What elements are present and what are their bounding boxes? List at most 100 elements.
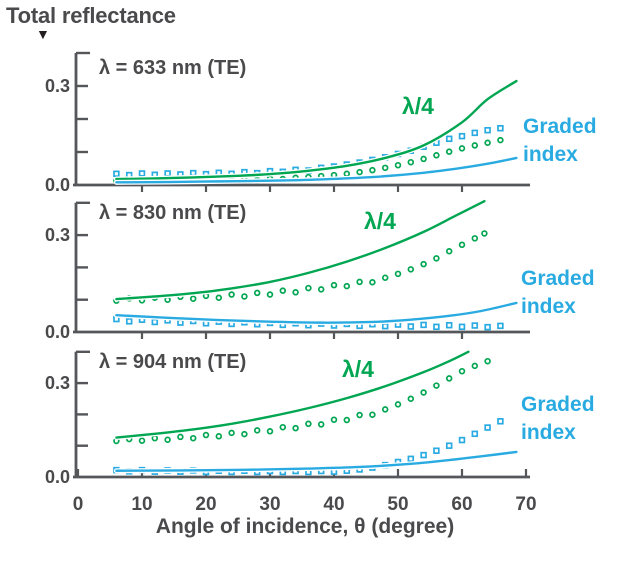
panel3-lambda4-measured-marker bbox=[305, 420, 312, 428]
panel2-lambda4-measured-marker bbox=[253, 289, 261, 297]
panel2-graded-measured-marker bbox=[177, 319, 184, 326]
panel2-wavelength-label: λ = 830 nm (TE) bbox=[99, 202, 247, 224]
panel2-lambda4-measured-marker bbox=[420, 260, 427, 268]
panel1-graded-measured-marker bbox=[484, 126, 491, 134]
panel2-lambda4-measured-marker bbox=[433, 255, 440, 262]
panel1-lambda4-measured-marker bbox=[433, 152, 440, 159]
panel3-ytick-label-bottom: 0.0 bbox=[45, 467, 70, 487]
panel2-lambda4-measured-marker bbox=[266, 291, 274, 298]
panel1-ytick-label-top: 0.3 bbox=[45, 76, 70, 96]
panel2-ytick-label-bottom: 0.0 bbox=[45, 322, 70, 342]
panel1-lambda4-measured-marker bbox=[471, 142, 479, 149]
panel3-graded-measured-marker bbox=[433, 447, 440, 454]
panel3-lambda4-measured-marker bbox=[138, 437, 146, 444]
panel1-lambda4-measured-marker bbox=[458, 145, 466, 152]
panel1-wavelength-label: λ = 633 nm (TE) bbox=[99, 57, 247, 79]
panel3-graded-measured-marker bbox=[445, 442, 453, 449]
panel3-lambda4-measured-marker bbox=[202, 431, 210, 439]
panel2-lambda4-measured-marker bbox=[381, 274, 389, 281]
panel2-graded-measured-marker bbox=[125, 318, 133, 325]
panel2-graded-measured-marker bbox=[445, 321, 453, 329]
panel2-lambda4-measured-marker bbox=[330, 281, 338, 289]
panel2-graded-measured-marker bbox=[458, 323, 466, 331]
x-tick-label-70: 70 bbox=[515, 494, 536, 515]
panel3-lambda4-measured-marker bbox=[420, 389, 427, 396]
panel1-graded-measured-marker bbox=[497, 124, 504, 132]
panel1-lambda4-measured-marker bbox=[497, 136, 504, 144]
panel3-lambda4-measured-marker bbox=[215, 433, 223, 440]
panel3-ytick-label-top: 0.3 bbox=[45, 373, 70, 393]
panel1-graded-index-annotation: Graded index bbox=[523, 115, 597, 166]
x-tick-label-30: 30 bbox=[259, 494, 280, 515]
panel2-graded-measured-marker bbox=[433, 323, 440, 331]
panel1-lambda4-measured-marker bbox=[484, 139, 491, 147]
panel3-lambda4-measured-marker bbox=[228, 429, 235, 437]
panel3-graded-measured-marker bbox=[497, 418, 504, 425]
x-tick-label-20: 20 bbox=[195, 494, 216, 515]
panel3-lambda4-measured-marker bbox=[369, 411, 376, 418]
x-tick-label-40: 40 bbox=[323, 494, 344, 515]
panel1-graded-measured-marker bbox=[164, 170, 171, 177]
panel3-lambda4-measured-marker bbox=[151, 434, 159, 442]
panel1-lambda4-measured-marker bbox=[356, 168, 363, 176]
panel2-graded-model-casing bbox=[113, 300, 519, 326]
panel3-graded-model-line bbox=[115, 450, 518, 472]
panel1-graded-measured-marker bbox=[138, 170, 146, 177]
panel2-lambda4-measured-marker bbox=[481, 230, 488, 237]
panel3-lambda4-model-line bbox=[115, 350, 470, 439]
panel3-lambda4-measured-marker bbox=[343, 416, 351, 424]
panel2-lambda4-model-line bbox=[115, 199, 486, 301]
panel1-lambda4-measured-marker bbox=[445, 148, 453, 155]
panel3-lambda4-measured-marker bbox=[164, 436, 171, 444]
panel2-lambda4-measured-marker bbox=[189, 295, 197, 302]
panel1-lambda4-measured-marker bbox=[394, 161, 402, 169]
panel1-graded-measured-marker bbox=[458, 132, 466, 140]
panel1-lambda4-measured-marker bbox=[407, 158, 415, 166]
panel3-graded-measured-marker bbox=[484, 424, 491, 431]
panel2-lambda4-measured-marker bbox=[471, 235, 479, 242]
panel2-graded-measured-marker bbox=[420, 321, 427, 329]
panel3-graded-index-annotation: Graded index bbox=[521, 393, 595, 444]
panel2-lambda4-measured-marker bbox=[317, 286, 325, 293]
panel2-graded-measured-marker bbox=[484, 323, 491, 331]
panel3-graded-measured-marker bbox=[407, 455, 415, 463]
panel3-lambda4-measured-marker bbox=[458, 367, 466, 375]
panel2-lambda4-measured-marker bbox=[292, 289, 299, 296]
panel2-lambda4-annotation: λ/4 bbox=[364, 208, 396, 234]
panel2-graded-index-annotation: Graded index bbox=[521, 267, 595, 318]
x-tick-label-50: 50 bbox=[387, 494, 408, 515]
panel2-graded-measured-marker bbox=[151, 318, 159, 326]
panel2-lambda4-measured-marker bbox=[343, 282, 351, 290]
panel2-lambda4-measured-marker bbox=[279, 287, 287, 294]
panel3-lambda4-measured-marker bbox=[407, 395, 415, 403]
panel3-lambda4-measured-marker bbox=[445, 375, 453, 382]
panel3-lambda4-annotation: λ/4 bbox=[342, 356, 374, 382]
panel2-lambda4-measured-marker bbox=[394, 270, 402, 278]
panel3-graded-measured-marker bbox=[420, 451, 427, 459]
panel1-graded-model-line bbox=[115, 156, 518, 184]
panel1-graded-measured-marker bbox=[113, 170, 120, 178]
x-tick-label-60: 60 bbox=[451, 494, 472, 515]
panel1-lambda4-annotation: λ/4 bbox=[402, 93, 434, 119]
panel1-lambda4-model-casing bbox=[113, 78, 519, 182]
panel3-lambda4-measured-marker bbox=[279, 423, 287, 431]
panel2-lambda4-measured-marker bbox=[369, 279, 376, 286]
panel2-graded-measured-marker bbox=[471, 322, 479, 329]
panel1-lambda4-model-line bbox=[115, 79, 518, 181]
panel1-lambda4-measured-marker bbox=[343, 170, 351, 178]
panel3-lambda4-measured-marker bbox=[356, 411, 363, 419]
panel1-graded-measured-marker bbox=[445, 135, 453, 143]
panel1-graded-measured-marker bbox=[189, 169, 197, 177]
panel2-lambda4-measured-marker bbox=[356, 278, 363, 286]
panel3-lambda4-measured-marker bbox=[317, 421, 325, 428]
panel1-graded-measured-marker bbox=[471, 129, 479, 137]
panel2-graded-measured-marker bbox=[381, 322, 389, 330]
panel3-lambda4-measured-marker bbox=[177, 433, 184, 441]
panel2-lambda4-measured-marker bbox=[445, 248, 453, 255]
panel3-lambda4-measured-marker bbox=[471, 362, 479, 370]
panel3-lambda4-measured-marker bbox=[394, 401, 402, 408]
x-tick-label-10: 10 bbox=[131, 494, 152, 515]
panel1-ytick-label-bottom: 0.0 bbox=[45, 175, 70, 195]
